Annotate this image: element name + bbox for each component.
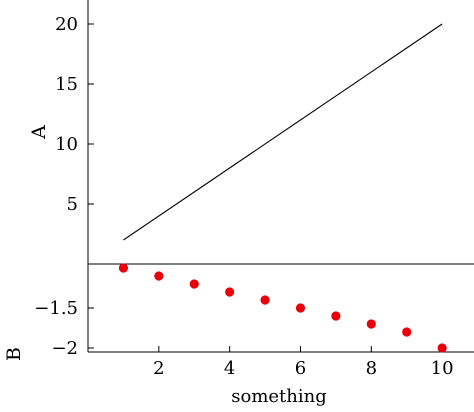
x-tick-label: 10 xyxy=(431,358,454,379)
x-axis-label: something xyxy=(231,386,327,407)
top-y-tick-label: 10 xyxy=(55,134,78,155)
series-b-point xyxy=(154,271,164,281)
x-tick-label: 8 xyxy=(366,358,377,379)
series-b-point xyxy=(366,319,376,329)
bottom-y-axis-label: B xyxy=(3,347,25,361)
series-b-point xyxy=(402,327,412,337)
x-tick-label: 2 xyxy=(153,358,164,379)
series-b-point xyxy=(437,343,447,353)
bottom-y-tick-label: −1.5 xyxy=(34,298,78,319)
series-b-point xyxy=(189,279,199,289)
top-y-tick-label: 20 xyxy=(55,14,78,35)
x-tick-label: 4 xyxy=(224,358,235,379)
bottom-y-tick-label: −2 xyxy=(51,338,78,359)
series-b-point xyxy=(225,287,235,297)
bottom-plot-area: −1.5 −2 2 4 6 8 10 xyxy=(34,263,474,379)
series-b-point xyxy=(260,295,270,305)
top-plot-area: 5 10 15 20 xyxy=(55,0,474,265)
x-tick-label: 6 xyxy=(295,358,306,379)
top-y-axis-label: A xyxy=(28,125,50,140)
top-y-tick-label: 5 xyxy=(67,194,78,215)
series-a-line xyxy=(123,23,443,241)
series-b-point xyxy=(295,303,306,313)
series-b-point xyxy=(118,263,129,273)
top-y-tick-label: 15 xyxy=(55,74,78,95)
series-b-point xyxy=(331,311,341,321)
